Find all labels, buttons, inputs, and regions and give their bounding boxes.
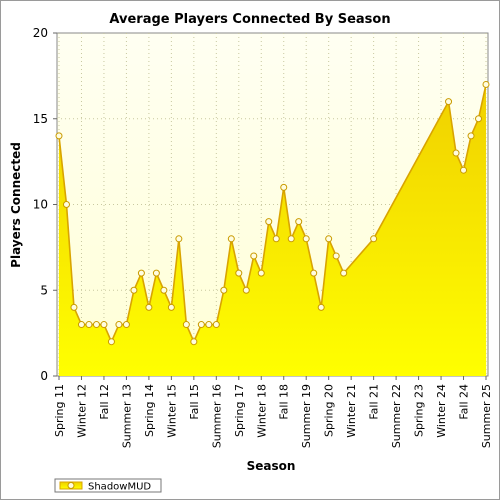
data-point: [55, 132, 63, 140]
y-axis: 0 5 10 15 20: [33, 26, 57, 383]
x-tick-label: Spring 11: [53, 384, 66, 437]
data-point: [302, 235, 310, 243]
data-point: [317, 303, 325, 311]
x-tick-label: Spring 17: [233, 384, 246, 437]
data-point: [182, 321, 190, 329]
legend: ShadowMUD: [54, 478, 162, 493]
x-tick-label: Winter 21: [345, 384, 358, 438]
y-tick-label: 5: [40, 283, 48, 297]
x-tick-label: Winter 24: [435, 384, 448, 438]
data-point: [242, 286, 250, 294]
y-tick-label: 0: [40, 369, 48, 383]
x-tick-label: Fall 15: [188, 384, 201, 420]
x-tick-label: Summer 19: [300, 384, 313, 448]
data-point: [452, 149, 460, 157]
data-point: [85, 321, 93, 329]
x-axis: Spring 11 Winter 12 Fall 12 Summer 13 Spring…: [53, 376, 493, 448]
data-point: [467, 132, 475, 140]
x-tick-label: Spring 23: [413, 384, 426, 437]
y-axis-label: Players Connected: [9, 142, 23, 268]
data-point: [475, 115, 483, 123]
x-tick-label: Fall 21: [368, 384, 381, 420]
data-point: [272, 235, 280, 243]
data-point: [115, 321, 123, 329]
legend-marker-icon: [67, 482, 75, 489]
data-point: [70, 303, 78, 311]
data-point: [265, 218, 273, 226]
x-tick-label: Summer 16: [210, 384, 223, 448]
data-point: [107, 338, 115, 346]
data-point: [152, 269, 160, 277]
x-axis-label: Season: [247, 459, 296, 473]
data-point: [62, 201, 70, 208]
series-area-layer: [58, 84, 487, 376]
x-tick-label: Summer 22: [390, 384, 403, 448]
data-point: [332, 252, 340, 260]
data-point: [197, 321, 205, 329]
data-point: [340, 269, 348, 277]
x-tick-label: Summer 13: [120, 384, 133, 448]
data-point: [137, 269, 145, 277]
data-point: [145, 303, 153, 311]
data-point: [212, 321, 220, 329]
data-point: [100, 321, 108, 329]
data-point: [250, 252, 258, 260]
series-markers: [55, 80, 490, 346]
series-area: [59, 84, 486, 376]
data-point: [235, 269, 243, 277]
data-point: [280, 183, 288, 191]
data-point: [220, 286, 228, 294]
x-tick-label: Fall 24: [458, 384, 471, 420]
x-tick-label: Spring 20: [323, 384, 336, 437]
x-tick-label: Summer 25: [480, 384, 493, 448]
x-tick-label: Winter 15: [165, 384, 178, 438]
y-tick-label: 20: [33, 26, 48, 40]
series-line: [58, 84, 487, 344]
data-point: [205, 321, 213, 329]
data-point: [257, 269, 265, 277]
x-tick-label: Winter 18: [255, 384, 268, 438]
chart-title: Average Players Connected By Season: [109, 12, 390, 27]
data-point: [310, 269, 318, 277]
data-point: [160, 286, 168, 294]
data-point: [295, 218, 303, 226]
data-point: [287, 235, 295, 243]
legend-label: ShadowMUD: [88, 482, 151, 493]
x-tick-label: Fall 18: [278, 384, 291, 420]
data-point: [445, 98, 453, 106]
data-point: [175, 235, 183, 243]
data-point: [130, 286, 138, 294]
data-point: [460, 166, 468, 174]
data-point: [325, 235, 333, 243]
data-point: [92, 321, 100, 329]
x-tick-label: Winter 12: [75, 384, 88, 438]
y-tick-label: 15: [33, 112, 48, 126]
data-point: [227, 235, 235, 243]
data-point: [370, 235, 378, 243]
y-tick-label: 10: [33, 198, 48, 212]
data-point: [122, 321, 130, 329]
data-point: [167, 303, 175, 311]
data-point: [77, 321, 85, 329]
x-tick-label: Spring 14: [143, 384, 156, 437]
data-point: [482, 80, 490, 88]
data-point: [190, 338, 198, 346]
x-tick-label: Fall 12: [98, 384, 111, 420]
